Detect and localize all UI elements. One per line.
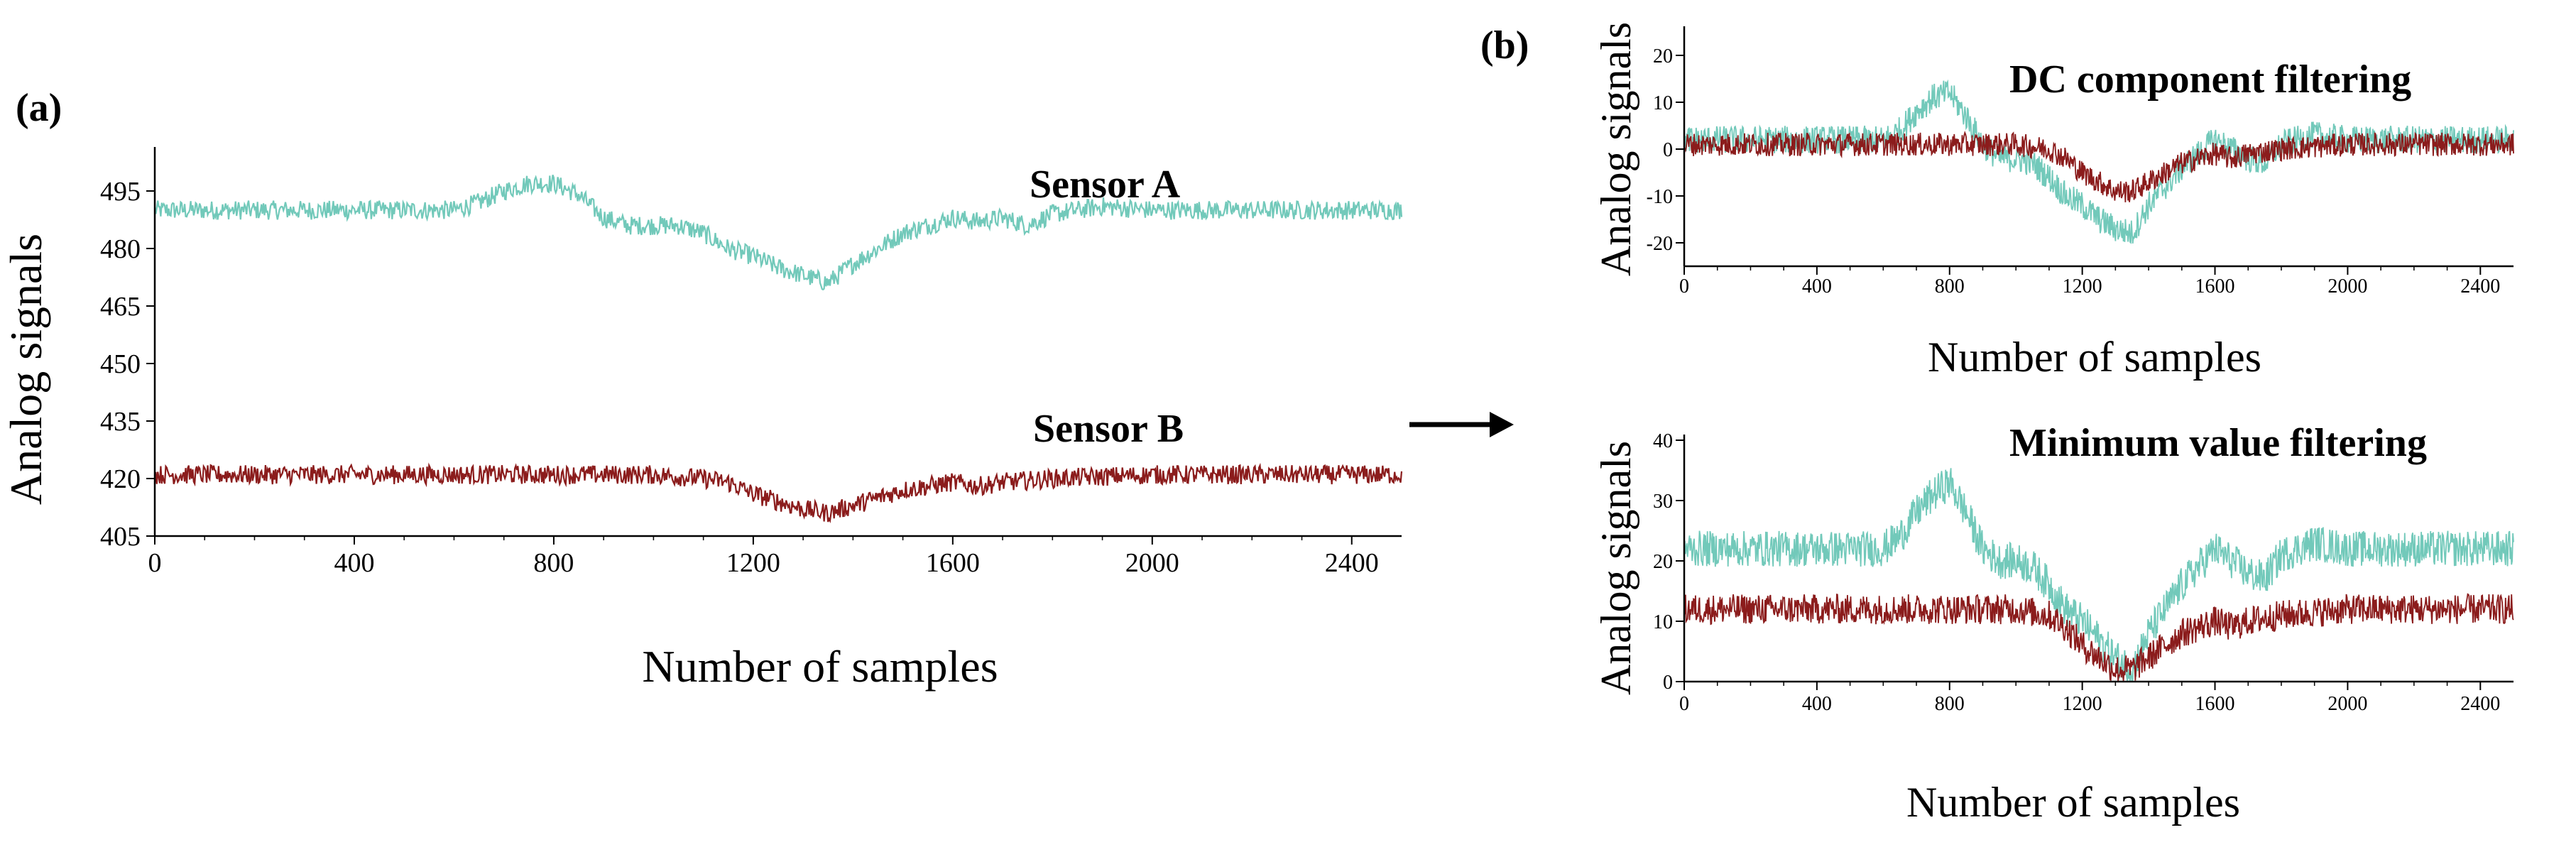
chart-title: DC component filtering: [2009, 58, 2411, 102]
y-tick-label: 20: [1653, 551, 1673, 573]
x-tick-label: 1600: [2195, 275, 2235, 297]
panel-label-a: (a): [16, 86, 62, 130]
annotation-sensor-b: Sensor B: [1033, 407, 1184, 451]
x-tick-label: 400: [1802, 693, 1832, 715]
x-tick-label: 2000: [2327, 693, 2367, 715]
y-tick-label: 495: [100, 177, 141, 207]
chart-title: Minimum value filtering: [2009, 421, 2427, 465]
y-tick-label: 30: [1653, 491, 1673, 513]
series-line-sensor-b: [1683, 131, 2514, 202]
panel-label-b: (b): [1480, 23, 1529, 67]
x-tick-label: 2400: [2460, 275, 2500, 297]
chart-1: 0 400 800 1200 1600 2000 2400 405 420 435 450 465 48…: [1, 147, 1403, 692]
x-axis-label: Number of samples: [642, 641, 998, 692]
y-axis-label: Analog signals: [1593, 22, 1639, 276]
y-axis-label: Analog signals: [1, 234, 51, 505]
x-tick-label: 1200: [2063, 693, 2102, 715]
y-tick-label: 10: [1653, 92, 1673, 114]
chart-2: 0 400 800 1200 1600 2000 2400 -20 -10 0 10 20 Number…: [1593, 22, 2514, 381]
y-tick-label: 0: [1663, 672, 1673, 694]
x-tick-label: 800: [1935, 275, 1965, 297]
x-tick-label: 0: [1679, 693, 1689, 715]
x-tick-label: 800: [533, 548, 574, 578]
y-tick-label: -10: [1647, 186, 1673, 208]
y-tick-label: 465: [100, 292, 141, 322]
x-tick-label: 2400: [2460, 693, 2500, 715]
series-line-sensor-b: [153, 462, 1403, 523]
y-tick-label: 20: [1653, 45, 1673, 67]
series-line-sensor-b: [1683, 593, 2514, 682]
x-tick-label: 0: [1679, 275, 1689, 297]
x-tick-label: 800: [1935, 693, 1965, 715]
y-tick-label: 405: [100, 522, 141, 552]
x-axis-label: Number of samples: [1906, 779, 2240, 826]
y-tick-label: -20: [1647, 233, 1673, 255]
y-tick-label: 435: [100, 407, 141, 437]
x-tick-label: 0: [148, 548, 162, 578]
y-tick-label: 10: [1653, 611, 1673, 633]
x-tick-label: 1200: [2063, 275, 2102, 297]
y-tick-label: 0: [1663, 139, 1673, 161]
x-tick-label: 2000: [2327, 275, 2367, 297]
y-tick-label: 450: [100, 349, 141, 379]
y-tick-label: 480: [100, 234, 141, 264]
x-tick-label: 400: [334, 548, 374, 578]
annotation-sensor-a: Sensor A: [1030, 163, 1181, 207]
x-tick-label: 1600: [926, 548, 980, 578]
y-axis-label: Analog signals: [1593, 441, 1639, 695]
series-line-sensor-a: [153, 175, 1403, 291]
x-tick-label: 1600: [2195, 693, 2235, 715]
x-tick-label: 2000: [1125, 548, 1179, 578]
y-tick-label: 40: [1653, 430, 1673, 452]
x-tick-label: 2400: [1325, 548, 1379, 578]
x-axis-label: Number of samples: [1928, 334, 2261, 381]
arrow-head: [1490, 412, 1514, 437]
series-line-sensor-a: [1683, 79, 2514, 244]
x-tick-label: 400: [1802, 275, 1832, 297]
y-tick-label: 420: [100, 464, 141, 494]
arrow-icon: [1409, 412, 1514, 437]
chart-3: 0 400 800 1200 1600 2000 2400 0 10 20 30 40 Number o…: [1593, 421, 2514, 826]
x-tick-label: 1200: [726, 548, 780, 578]
